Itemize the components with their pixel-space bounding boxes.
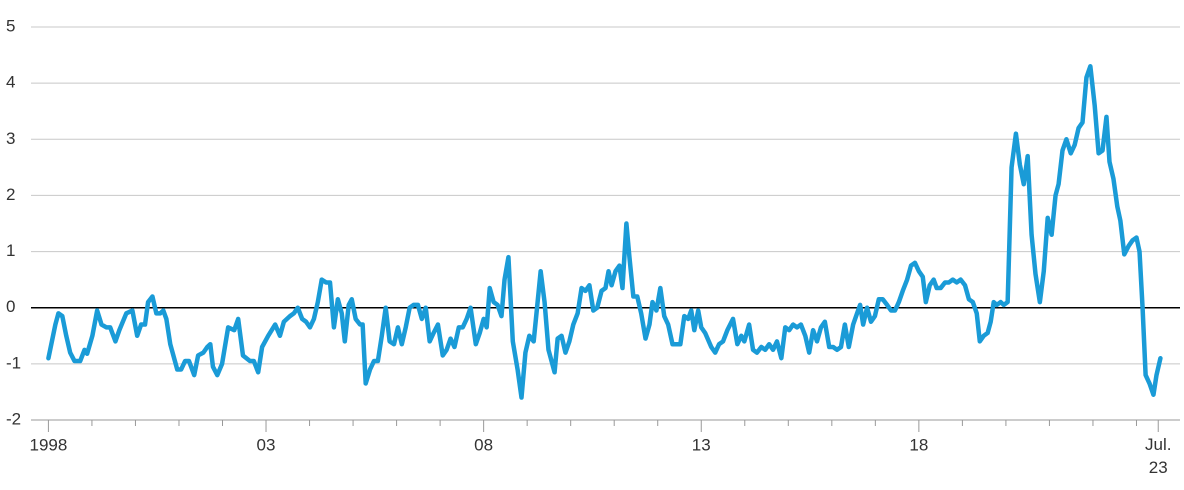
y-tick-label: 3 <box>6 129 15 148</box>
x-tick-label: 13 <box>692 435 711 454</box>
x-tick-label: 1998 <box>29 435 67 454</box>
y-tick-label: 4 <box>6 73 15 92</box>
y-tick-label: -2 <box>6 409 21 428</box>
x-tick-label: Jul. 23 <box>1145 435 1171 477</box>
y-tick-label: 5 <box>6 16 15 35</box>
y-tick-label: 1 <box>6 241 15 260</box>
y-tick-label: 0 <box>6 297 15 316</box>
x-tick-label: 03 <box>257 435 276 454</box>
x-tick-label: 18 <box>909 435 928 454</box>
x-tick-label: 08 <box>474 435 493 454</box>
y-tick-label: 2 <box>6 185 15 204</box>
data-line <box>46 64 1163 400</box>
y-tick-label: -1 <box>6 353 21 372</box>
